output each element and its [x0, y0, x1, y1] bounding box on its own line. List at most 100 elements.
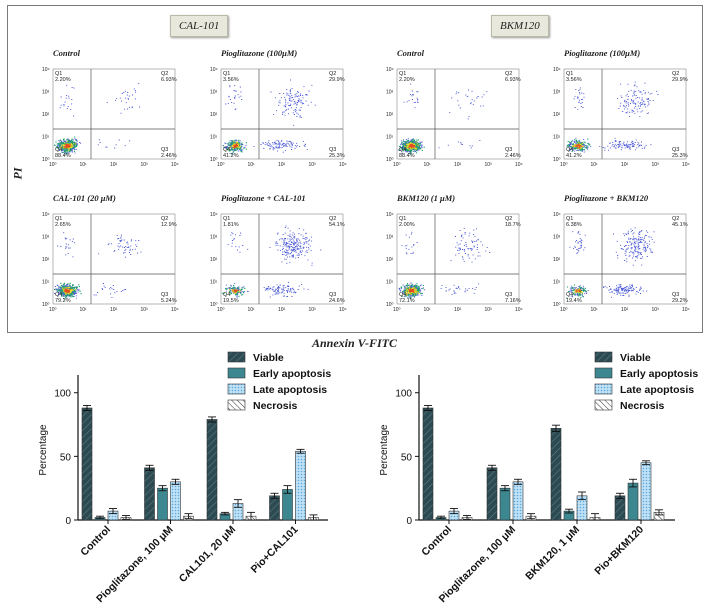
- y-tick-label: 10³: [42, 235, 50, 241]
- x-tick-label: 10⁰: [393, 162, 401, 168]
- x-tick-label: 10¹: [80, 307, 88, 313]
- quadrant-value: 6.93%: [505, 77, 521, 83]
- x-tick-label: 10¹: [80, 162, 88, 168]
- flow-plot-title: Control: [397, 48, 425, 58]
- flow-density-dots: [233, 143, 239, 149]
- category-label: BKM120, 1 μM: [523, 523, 582, 582]
- y-tick-label: 10²: [42, 112, 50, 118]
- x-tick-label: 10³: [485, 307, 493, 313]
- flow-density-dots: [232, 289, 239, 293]
- x-tick-label: 10³: [141, 307, 149, 313]
- quadrant-value: 5.24%: [161, 298, 177, 304]
- quadrant-name: Q3: [161, 147, 168, 153]
- x-tick-label: 10²: [278, 162, 286, 168]
- x-tick-label: 10⁴: [515, 307, 523, 313]
- y-tick-label: 10¹: [42, 280, 50, 286]
- y-tick-label: 10¹: [386, 135, 394, 141]
- quadrant-value: 24.6%: [329, 298, 345, 304]
- quadrant-value: 19.5%: [223, 298, 239, 304]
- quadrant-name: Q1: [566, 216, 573, 222]
- x-tick-label: 10²: [110, 162, 118, 168]
- quadrant-value: 2.46%: [161, 153, 177, 159]
- x-tick-label: 10⁴: [682, 307, 690, 313]
- y-tick-label: 10¹: [42, 135, 50, 141]
- quadrant-value: 6.93%: [161, 77, 177, 83]
- quadrant-name: Q3: [329, 147, 336, 153]
- quadrant-name: Q2: [329, 216, 336, 222]
- y-tick-label: 10³: [553, 235, 561, 241]
- quadrant-name: Q4: [55, 292, 62, 298]
- quadrant-value: 2.20%: [399, 77, 415, 83]
- quadrant-value: 12.9%: [161, 222, 177, 228]
- x-tick-label: 10⁴: [682, 162, 690, 168]
- y-tick-label: 10⁴: [42, 212, 50, 218]
- group-label-bkm120: BKM120: [491, 15, 549, 37]
- x-tick-label: 10⁴: [339, 307, 347, 313]
- flow-plot-title: Pioglitazone (100μM): [564, 48, 640, 58]
- flow-plot: ControlQ12.20%Q26.93%Q32.46%Q488.4%10⁰10…: [42, 48, 179, 168]
- quadrant-value: 7.16%: [505, 298, 521, 304]
- legend-swatch: [227, 399, 246, 411]
- quadrant-value: 88.4%: [55, 153, 71, 159]
- quadrant-name: Q4: [223, 292, 230, 298]
- bar-late-apoptosis: [512, 481, 524, 521]
- y-tick-label: 10³: [210, 90, 218, 96]
- x-tick-label: 10⁰: [49, 162, 57, 168]
- x-tick-label: 10²: [454, 162, 462, 168]
- quadrant-name: Q3: [161, 292, 168, 298]
- quadrant-value: 19.4%: [566, 298, 582, 304]
- quadrant-name: Q2: [161, 216, 168, 222]
- y-tick-label: 10³: [386, 90, 394, 96]
- y-axis-label: Percentage: [38, 424, 49, 476]
- quadrant-name: Q1: [55, 71, 62, 77]
- category-label: Pio+CAL101: [249, 524, 301, 576]
- quadrant-value: 2.46%: [505, 153, 521, 159]
- y-axis-label: Percentage: [379, 424, 390, 476]
- quadrant-value: 2.00%: [399, 222, 415, 228]
- y-tick-label: 10⁴: [210, 212, 218, 218]
- x-tick-label: 10²: [110, 307, 118, 313]
- legend-label: Necrosis: [253, 400, 298, 412]
- y-tick-label: 10²: [210, 257, 218, 263]
- x-tick-label: 10²: [278, 307, 286, 313]
- quadrant-name: Q4: [399, 147, 406, 153]
- quadrant-value: 2.20%: [55, 77, 71, 83]
- quadrant-name: Q1: [399, 216, 406, 222]
- legend-label: Viable: [620, 352, 651, 364]
- bar-early-apoptosis: [157, 487, 168, 521]
- x-tick-label: 10³: [141, 162, 149, 168]
- y-tick-label: 50: [401, 452, 413, 463]
- quadrant-value: 29.9%: [329, 77, 345, 83]
- x-tick-label: 10³: [652, 162, 660, 168]
- legend-label: Early apoptosis: [620, 368, 698, 380]
- legend-swatch: [594, 399, 613, 411]
- quadrant-value: 1.81%: [223, 222, 239, 228]
- flow-density-dots: [575, 289, 581, 292]
- bar-viable: [81, 407, 93, 521]
- quadrant-value: 18.7%: [505, 222, 521, 228]
- legend-label: Necrosis: [620, 400, 665, 412]
- x-tick-label: 10²: [621, 307, 629, 313]
- quadrant-name: Q4: [55, 147, 62, 153]
- x-tick-label: 10³: [309, 307, 317, 313]
- bar-viable: [144, 467, 155, 521]
- y-tick-label: 10⁰: [386, 157, 394, 163]
- quadrant-value: 25.3%: [329, 153, 345, 159]
- quadrant-name: Q3: [672, 292, 679, 298]
- x-tick-label: 10²: [621, 162, 629, 168]
- x-tick-label: 10¹: [424, 307, 432, 313]
- bar-viable: [486, 467, 498, 521]
- category-label: Control: [419, 524, 454, 559]
- y-tick-label: 10¹: [553, 280, 561, 286]
- x-tick-label: 10⁰: [217, 162, 225, 168]
- quadrant-name: Q1: [55, 216, 62, 222]
- flow-density-dots: [566, 284, 587, 299]
- quadrant-value: 29.9%: [672, 77, 688, 83]
- x-tick-label: 10¹: [591, 162, 599, 168]
- legend-swatch: [594, 383, 613, 395]
- y-tick-label: 10⁴: [386, 212, 394, 218]
